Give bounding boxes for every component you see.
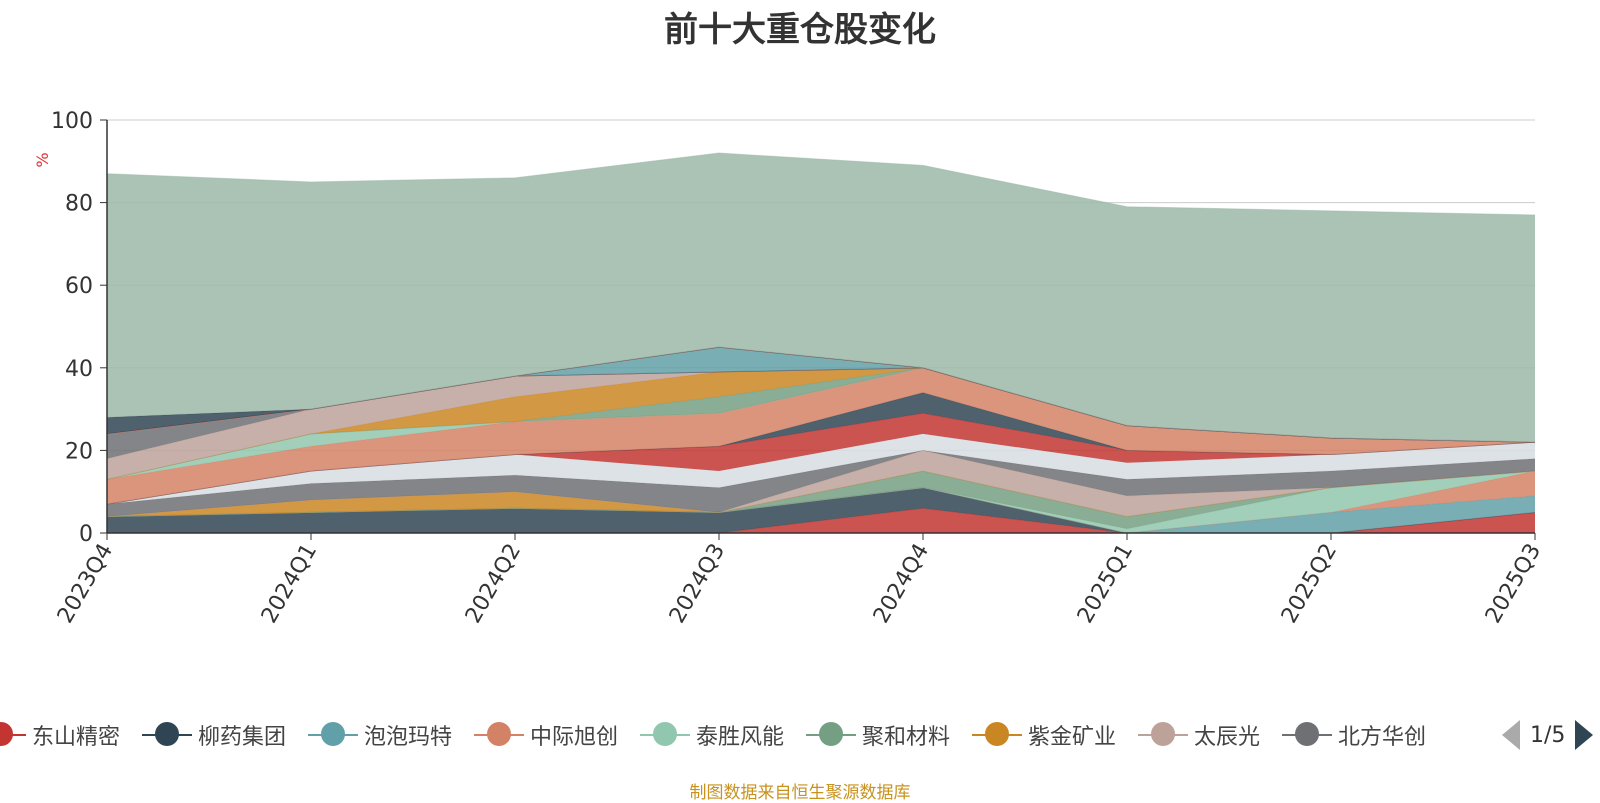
legend-marker-icon [474, 722, 524, 746]
legend-dot-icon [653, 722, 677, 746]
y-axis-label: % [33, 152, 52, 167]
legend-item[interactable]: 北方华创 [1282, 712, 1426, 758]
x-tick-label: 2024Q2 [461, 540, 526, 628]
area-柳药集团[interactable] [107, 487, 1535, 533]
area-聚和材料[interactable] [107, 471, 1535, 529]
legend-dot-icon [985, 722, 1009, 746]
y-tick-label: 0 [79, 522, 93, 547]
area-新易盛[interactable] [107, 367, 1535, 480]
legend-label: 泡泡玛特 [364, 725, 453, 750]
legend-item[interactable]: 泰胜风能 [640, 712, 784, 758]
legend-marker-icon [1282, 722, 1332, 746]
legend-dot-icon [321, 722, 345, 746]
legend-marker-icon [142, 722, 192, 746]
y-tick-label: 20 [65, 439, 93, 464]
legend: 东山精密 柳药集团 泡泡玛特 中际旭创 泰胜风能 聚和材料 紫金矿业 太辰光 北方华创 [0, 712, 1600, 758]
x-tick-label: 2025Q3 [1481, 540, 1546, 628]
legend-item[interactable]: 紫金矿业 [972, 712, 1116, 758]
area-沪电股份[interactable] [107, 413, 1535, 505]
x-tick-label: 2023Q4 [53, 540, 118, 628]
stacked-areas [106, 152, 1536, 534]
y-tick-label: 40 [65, 357, 93, 382]
area-紫金矿业[interactable] [107, 471, 1535, 517]
area-工业富联[interactable] [107, 433, 1535, 505]
area-东山精密[interactable] [107, 508, 1535, 533]
legend-marker-icon [1138, 722, 1188, 746]
legend-item[interactable]: 聚和材料 [806, 712, 950, 758]
area-北方华创[interactable] [107, 450, 1535, 517]
legend-item[interactable]: 泡泡玛特 [308, 712, 452, 758]
x-tick-label: 2024Q4 [869, 540, 934, 628]
legend-dot-icon [0, 722, 13, 746]
legend-label: 紫金矿业 [1028, 725, 1117, 750]
legend-label: 北方华创 [1338, 725, 1427, 750]
legend-dot-icon [1151, 722, 1175, 746]
legend-items: 东山精密 柳药集团 泡泡玛特 中际旭创 泰胜风能 聚和材料 紫金矿业 太辰光 北方华创 [0, 712, 1468, 758]
legend-label: 柳药集团 [198, 725, 287, 750]
area-生益科技[interactable] [107, 367, 1535, 505]
legend-label: 东山精密 [32, 725, 121, 750]
chart-plot: 0 20 40 60 80 100% 2023Q4 2024Q1 2024Q2 2024Q3 202… [33, 109, 1546, 628]
legend-prev-arrow-icon[interactable] [1502, 720, 1520, 750]
legend-dot-icon [487, 722, 511, 746]
legend-dot-icon [155, 722, 179, 746]
legend-label: 中际旭创 [530, 725, 619, 750]
y-tick-label: 100 [51, 109, 93, 134]
x-tick-label: 2024Q3 [665, 540, 730, 628]
legend-marker-icon [640, 722, 690, 746]
x-tick-label: 2025Q2 [1277, 540, 1342, 628]
legend-marker-icon [972, 722, 1022, 746]
legend-label: 泰胜风能 [696, 725, 785, 750]
legend-item[interactable]: 东山精密 [0, 712, 120, 758]
legend-pager: 1/5 [1502, 712, 1594, 758]
source-note: 制图数据来自恒生聚源数据库 [689, 783, 911, 803]
legend-marker-icon [806, 722, 856, 746]
x-tick-label: 2025Q1 [1073, 540, 1138, 628]
area-兆易创新[interactable] [107, 347, 1535, 443]
area-太辰光[interactable] [107, 450, 1535, 517]
series-line-其他持仓 [106, 152, 1536, 216]
legend-marker-icon [0, 722, 26, 746]
legend-item[interactable]: 柳药集团 [142, 712, 286, 758]
legend-label: 太辰光 [1194, 725, 1261, 750]
legend-page-indicator: 1/5 [1530, 722, 1566, 748]
area-寒武纪[interactable] [107, 367, 1535, 480]
x-tick-label: 2024Q1 [257, 540, 322, 628]
area-其他持仓[interactable] [107, 153, 1535, 443]
legend-item[interactable]: 中际旭创 [474, 712, 618, 758]
area-立讯精密[interactable] [107, 367, 1535, 480]
legend-label: 聚和材料 [862, 725, 951, 750]
y-tick-label: 60 [65, 274, 93, 299]
legend-item[interactable]: 太辰光 [1138, 712, 1260, 758]
legend-marker-icon [308, 722, 358, 746]
legend-dot-icon [1295, 722, 1319, 746]
legend-dot-icon [819, 722, 843, 746]
y-tick-label: 80 [65, 192, 93, 217]
legend-next-arrow-icon[interactable] [1575, 720, 1594, 750]
chart-title: 前十大重仓股变化 [664, 10, 936, 50]
